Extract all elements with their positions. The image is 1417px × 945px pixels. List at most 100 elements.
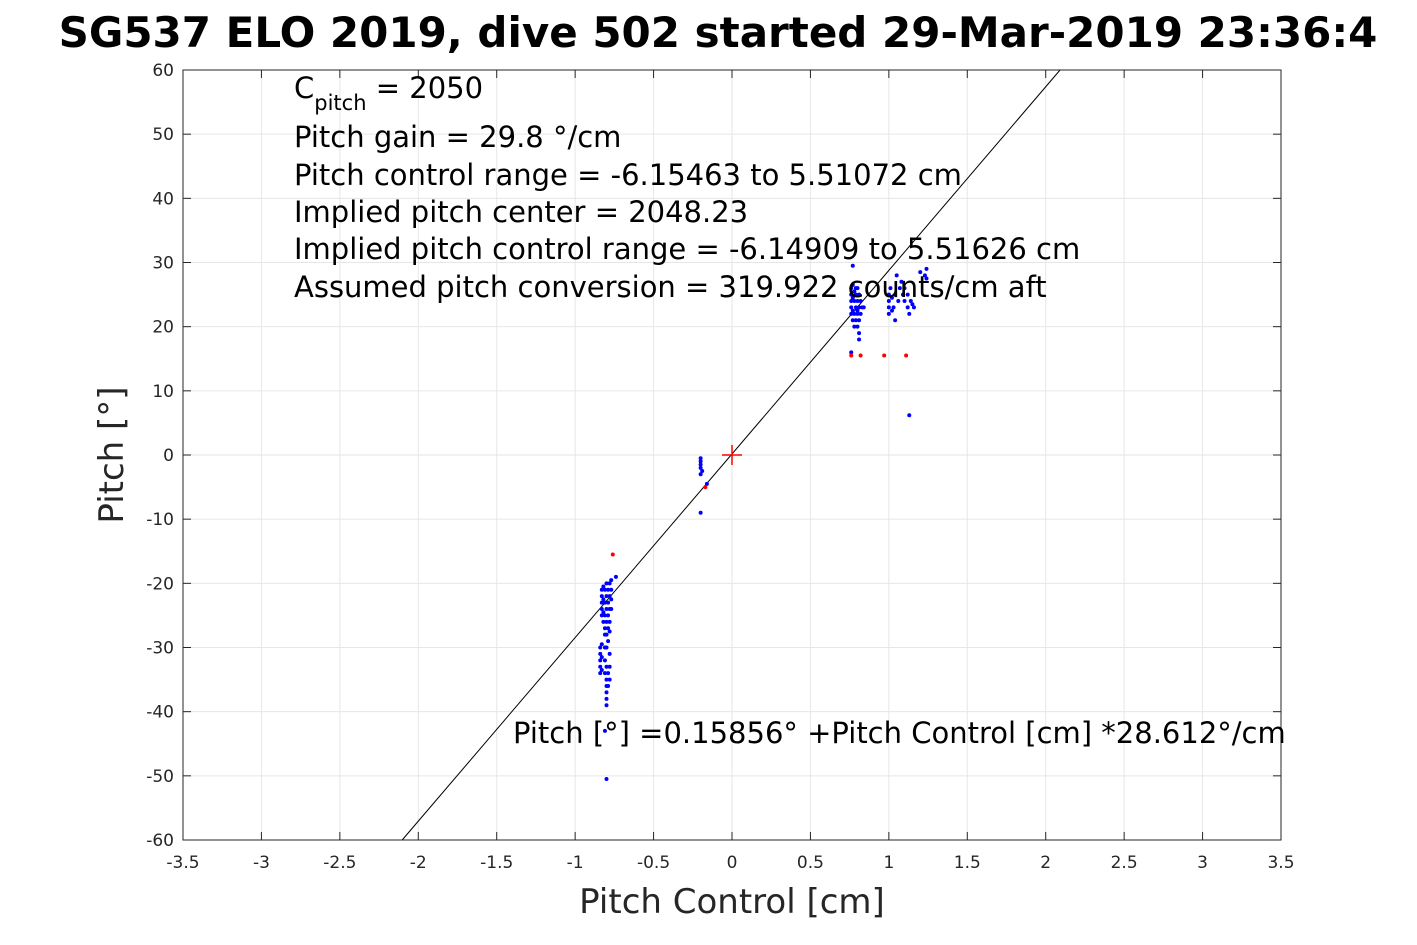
y-tick-label: -20 bbox=[146, 574, 174, 594]
data-point bbox=[601, 610, 606, 615]
annotation-c-pitch: Cpitch = 2050 bbox=[294, 71, 483, 115]
data-point bbox=[602, 587, 607, 592]
data-point bbox=[601, 584, 606, 589]
c-pitch-sub: pitch bbox=[314, 91, 366, 115]
data-point bbox=[886, 292, 891, 297]
data-point bbox=[598, 658, 603, 663]
data-point bbox=[896, 299, 901, 303]
data-point bbox=[861, 305, 866, 310]
y-tick-label: 10 bbox=[152, 382, 174, 402]
data-point bbox=[599, 607, 604, 611]
data-point bbox=[599, 613, 604, 618]
data-point bbox=[886, 311, 891, 316]
data-point bbox=[908, 299, 913, 303]
x-tick-label: -1 bbox=[567, 853, 584, 873]
data-point bbox=[858, 299, 863, 303]
x-tick-label: 1.5 bbox=[954, 853, 981, 873]
data-point bbox=[924, 276, 929, 281]
data-point bbox=[698, 456, 703, 461]
data-point bbox=[889, 308, 894, 313]
data-point bbox=[853, 318, 858, 323]
data-point bbox=[907, 413, 912, 418]
data-point bbox=[922, 273, 927, 278]
data-point bbox=[850, 282, 855, 287]
data-point bbox=[850, 308, 855, 313]
x-tick-label: -3 bbox=[253, 853, 270, 873]
x-tick-label: 2.5 bbox=[1111, 853, 1138, 873]
x-tick-labels: -3.5 -3 -2.5 -2 -1.5 -1 -0.5 0 0.5 1 1.5 2 2.5 3 3.5 bbox=[166, 853, 1294, 873]
data-point bbox=[607, 664, 612, 669]
data-point bbox=[604, 594, 609, 599]
data-point bbox=[850, 295, 855, 300]
tick-marks bbox=[182, 69, 1282, 841]
y-tick-label: -10 bbox=[146, 510, 174, 530]
data-point bbox=[698, 462, 703, 467]
data-points bbox=[598, 263, 929, 782]
data-point bbox=[613, 574, 618, 579]
y-tick-label: 40 bbox=[152, 189, 174, 209]
data-point bbox=[849, 353, 854, 358]
data-point bbox=[604, 619, 609, 624]
data-point bbox=[853, 305, 858, 310]
data-point bbox=[602, 658, 607, 663]
data-point bbox=[609, 597, 614, 602]
data-point bbox=[899, 279, 904, 284]
data-point bbox=[849, 311, 854, 316]
data-point bbox=[897, 286, 902, 291]
data-point bbox=[599, 587, 604, 592]
data-point bbox=[599, 594, 604, 599]
data-point bbox=[852, 299, 857, 303]
annotation-implied-center: Implied pitch center = 2048.23 bbox=[294, 195, 748, 229]
x-tick-label: -3.5 bbox=[166, 853, 199, 873]
y-tick-label: 20 bbox=[152, 318, 174, 338]
data-point bbox=[857, 331, 862, 336]
y-tick-label: -60 bbox=[146, 831, 174, 851]
data-point bbox=[698, 465, 703, 470]
y-tick-labels: 60 50 40 30 20 10 0 -10 -20 -30 -40 -50 -60 bbox=[146, 61, 174, 851]
data-point bbox=[598, 645, 603, 650]
data-point bbox=[606, 684, 611, 688]
data-point bbox=[886, 305, 891, 310]
data-point bbox=[604, 677, 609, 682]
data-point bbox=[602, 613, 607, 618]
data-point bbox=[900, 292, 905, 297]
data-point bbox=[604, 664, 609, 669]
c-pitch-rest: = 2050 bbox=[367, 71, 484, 105]
data-point bbox=[849, 350, 854, 355]
data-point bbox=[855, 299, 860, 303]
data-point bbox=[609, 607, 614, 611]
data-point bbox=[893, 292, 898, 297]
x-tick-label: -0.5 bbox=[637, 853, 670, 873]
data-point bbox=[698, 472, 703, 477]
data-point bbox=[602, 600, 607, 605]
data-point bbox=[857, 305, 862, 310]
data-point bbox=[849, 292, 854, 297]
data-point bbox=[602, 626, 607, 631]
data-point bbox=[924, 266, 929, 271]
data-point bbox=[604, 632, 609, 637]
data-point bbox=[604, 703, 609, 708]
x-tick-label: 3.5 bbox=[1267, 853, 1294, 873]
center-marker-layer bbox=[722, 445, 742, 465]
data-point bbox=[602, 671, 607, 676]
data-point bbox=[607, 619, 612, 624]
data-point bbox=[855, 311, 860, 316]
y-tick-label: -40 bbox=[146, 703, 174, 723]
data-point bbox=[852, 311, 857, 316]
data-point bbox=[606, 600, 611, 605]
data-point bbox=[607, 581, 612, 586]
data-point bbox=[599, 655, 604, 660]
data-point bbox=[704, 481, 709, 486]
x-tick-label: -2.5 bbox=[323, 853, 356, 873]
annotation-implied-range: Implied pitch control range = -6.14909 t… bbox=[294, 232, 1080, 266]
data-point bbox=[858, 311, 863, 316]
data-point bbox=[598, 671, 603, 676]
data-point bbox=[904, 353, 909, 358]
data-point bbox=[850, 318, 855, 323]
data-point bbox=[882, 353, 887, 358]
x-tick-label: 3 bbox=[1197, 853, 1208, 873]
data-point bbox=[606, 626, 611, 631]
data-point bbox=[858, 353, 863, 358]
data-point bbox=[857, 292, 862, 297]
